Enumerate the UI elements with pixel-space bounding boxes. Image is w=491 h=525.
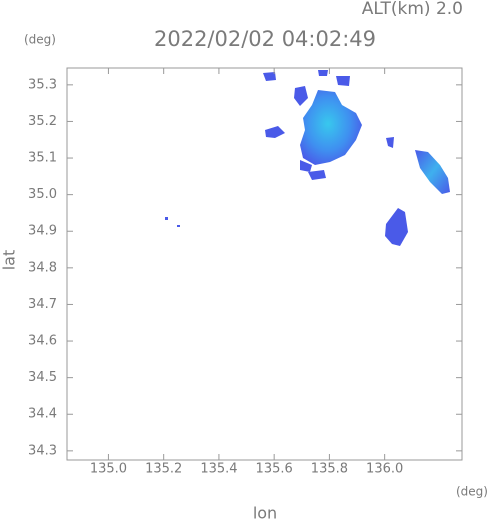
y-tick-label: 34.8 <box>28 260 57 275</box>
y-tick-label: 35.2 <box>28 114 57 129</box>
plot-frame <box>66 67 463 461</box>
x-unit: (deg) <box>456 485 488 499</box>
y-unit: (deg) <box>24 33 56 47</box>
y-tick-label: 35.0 <box>28 187 57 202</box>
y-tick-label: 35.1 <box>28 151 57 166</box>
x-tick-label: 135.6 <box>256 462 293 477</box>
x-tick-label: 135.4 <box>200 462 237 477</box>
x-tick-label: 136.0 <box>366 462 403 477</box>
x-tick-label: 135.0 <box>90 462 127 477</box>
y-tick-label: 34.7 <box>28 297 57 312</box>
altitude-label: ALT(km) 2.0 <box>362 0 463 19</box>
y-tick-label: 34.9 <box>28 224 57 239</box>
timestamp: 2022/02/02 04:02:49 <box>154 27 376 51</box>
y-tick-label: 34.5 <box>28 370 57 385</box>
x-tick-label: 135.2 <box>145 462 182 477</box>
y-tick-label: 34.3 <box>28 443 57 458</box>
y-tick-label: 35.3 <box>28 77 57 92</box>
x-tick-label: 135.8 <box>311 462 348 477</box>
radar-echoes <box>165 70 450 246</box>
y-axis-label: lat <box>0 250 19 271</box>
x-axis-label: lon <box>253 504 277 522</box>
y-tick-label: 34.6 <box>28 334 57 349</box>
y-tick-label: 34.4 <box>28 407 57 422</box>
